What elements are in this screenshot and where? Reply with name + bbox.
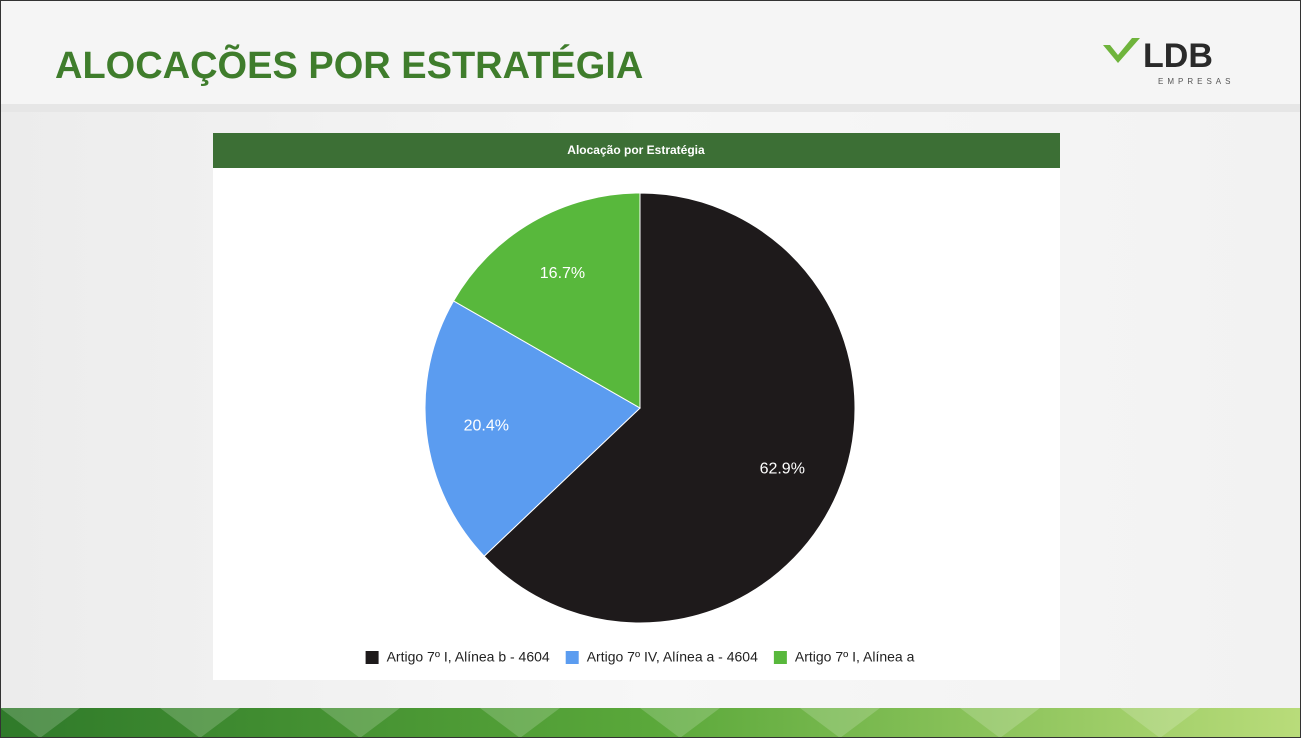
chart-title: Alocação por Estratégia [567,143,705,157]
chart-title-bar [213,133,1060,168]
slide-title: ALOCAÇÕES POR ESTRATÉGIA [55,43,643,87]
logo: LDB EMPRESAS [1103,37,1234,86]
legend-label: Artigo 7º I, Alínea a [795,649,915,665]
logo-text: LDB [1143,37,1213,75]
title-band [0,0,1301,104]
strip [0,708,1301,738]
legend-label: Artigo 7º IV, Alínea a - 4604 [587,649,758,665]
logo-subtitle: EMPRESAS [1158,77,1234,86]
legend-marker [565,651,579,664]
pie-slice [424,300,641,557]
legend-marker [773,651,787,664]
slice-label: 16.7% [540,265,585,282]
legend-label: Artigo 7º I, Alínea b - 4604 [387,649,550,665]
pie-chart: 62.9% 20.4% 16.7% Artigo 7º I, Alínea b - 4… [365,192,915,665]
legend-marker [365,651,379,664]
pie-slice [483,192,856,624]
slice-label: 62.9% [760,460,805,477]
slice-label: 20.4% [464,418,509,435]
pie-slice [452,192,641,409]
logo-mark [1103,38,1140,63]
separator [0,104,1301,112]
bottom-strip [0,708,1301,738]
legend: Artigo 7º I, Alínea b - 4604 Artigo 7º IV… [365,649,915,665]
